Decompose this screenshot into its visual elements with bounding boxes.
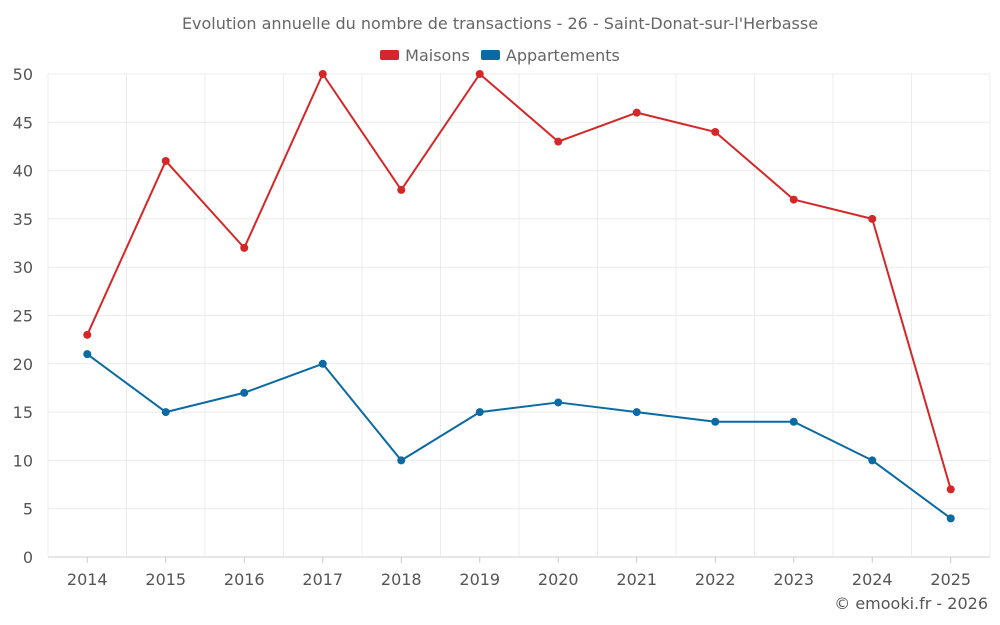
x-tick-label: 2018 <box>381 570 422 589</box>
y-tick-label: 45 <box>13 113 33 132</box>
data-point-maisons[interactable] <box>83 330 92 339</box>
chart-title: Evolution annuelle du nombre de transact… <box>181 14 819 33</box>
data-point-maisons[interactable] <box>475 70 484 78</box>
x-tick-label: 2019 <box>459 570 500 589</box>
legend-item-maisons[interactable]: Maisons <box>380 46 470 65</box>
data-point-appartements[interactable] <box>475 408 484 417</box>
data-point-appartements[interactable] <box>161 408 170 417</box>
data-point-appartements[interactable] <box>868 456 877 465</box>
data-point-maisons[interactable] <box>397 185 406 194</box>
x-tick-label: 2020 <box>538 570 579 589</box>
x-tick-label: 2014 <box>67 570 108 589</box>
x-tick-label: 2023 <box>773 570 814 589</box>
legend-swatch-maisons <box>380 50 400 60</box>
data-point-maisons[interactable] <box>240 243 249 252</box>
legend-swatch-appartements <box>480 50 500 60</box>
y-tick-label: 35 <box>13 210 33 229</box>
y-tick-label: 5 <box>23 500 33 519</box>
series-line-appartements <box>86 353 952 520</box>
data-point-maisons[interactable] <box>868 214 877 223</box>
y-tick-label: 25 <box>13 307 33 326</box>
data-point-maisons[interactable] <box>554 137 563 146</box>
data-point-maisons[interactable] <box>632 108 641 117</box>
data-point-maisons[interactable] <box>789 195 798 204</box>
y-tick-label: 20 <box>13 355 33 374</box>
data-point-appartements[interactable] <box>946 514 955 523</box>
y-tick-label: 50 <box>13 65 33 84</box>
x-tick-label: 2025 <box>930 570 971 589</box>
data-point-maisons[interactable] <box>161 156 170 165</box>
data-point-maisons[interactable] <box>711 127 720 136</box>
data-point-appartements[interactable] <box>632 408 641 417</box>
x-tick-label: 2024 <box>852 570 893 589</box>
copyright-credit: © emooki.fr - 2026 <box>834 594 988 613</box>
legend-item-appartements[interactable]: Appartements <box>480 45 620 65</box>
data-point-maisons[interactable] <box>946 485 955 494</box>
x-tick-label: 2016 <box>224 570 265 589</box>
y-tick-label: 15 <box>13 403 33 422</box>
y-tick-label: 10 <box>13 451 33 470</box>
x-tick-label: 2015 <box>145 570 186 589</box>
x-tick-label: 2022 <box>695 570 736 589</box>
series-line-maisons <box>86 73 952 490</box>
y-tick-label: 30 <box>13 258 33 277</box>
data-point-appartements[interactable] <box>318 359 327 368</box>
legend-label-maisons: Maisons <box>405 45 470 65</box>
chart-legend: Maisons Appartements <box>0 45 1000 65</box>
y-tick-label: 40 <box>13 162 33 181</box>
data-point-appartements[interactable] <box>711 417 720 426</box>
y-tick-label: 0 <box>23 548 33 567</box>
data-point-appartements[interactable] <box>397 456 406 465</box>
legend-label-appartements: Appartements <box>505 45 620 65</box>
data-point-appartements[interactable] <box>554 398 563 407</box>
x-tick-label: 2017 <box>302 570 343 589</box>
data-point-appartements[interactable] <box>240 388 249 397</box>
data-point-appartements[interactable] <box>789 417 798 426</box>
x-tick-label: 2021 <box>616 570 657 589</box>
data-point-maisons[interactable] <box>318 70 327 78</box>
data-point-appartements[interactable] <box>83 350 92 359</box>
